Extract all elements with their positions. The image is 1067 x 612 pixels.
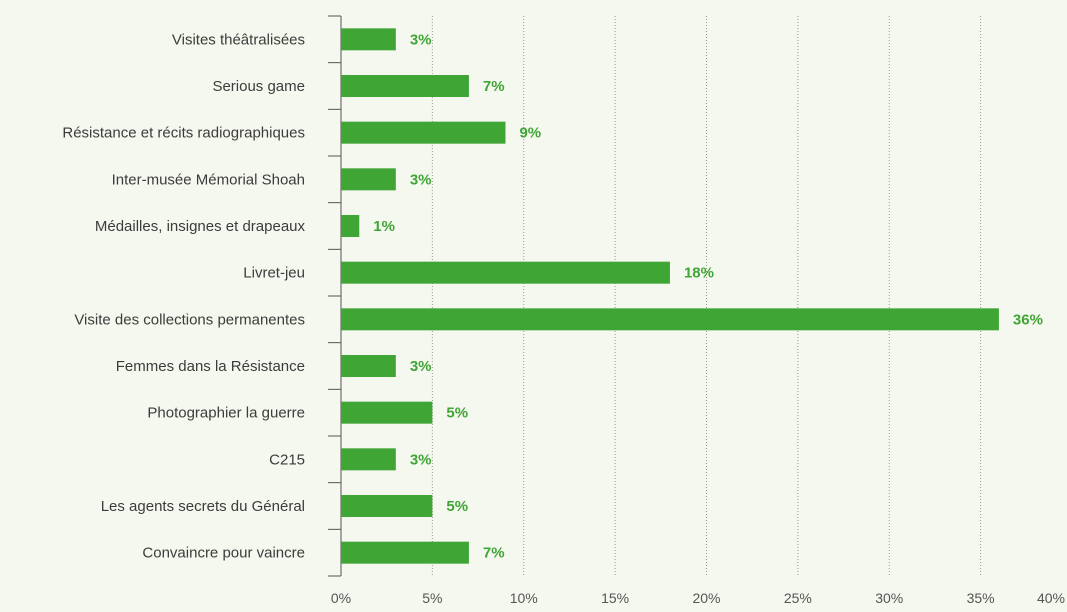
data-label: 18%	[684, 265, 714, 282]
bar	[341, 75, 469, 97]
x-tick-label: 25%	[784, 590, 812, 606]
data-label: 36%	[1013, 311, 1043, 328]
category-label: Photographier la guerre	[147, 405, 305, 422]
data-label: 5%	[446, 405, 468, 422]
bar	[341, 308, 999, 331]
category-label: Convaincre pour vaincre	[142, 545, 305, 562]
x-tick-label: 15%	[601, 590, 629, 606]
x-tick-label: 0%	[331, 590, 351, 606]
bar	[341, 495, 433, 517]
bar	[341, 215, 360, 237]
bar	[341, 121, 506, 144]
category-label: Femmes dans la Résistance	[116, 358, 305, 375]
category-label: Résistance et récits radiographiques	[62, 125, 305, 142]
data-label: 7%	[483, 78, 505, 95]
category-label: Visites théâtralisées	[172, 31, 305, 48]
category-label: Visite des collections permanentes	[74, 311, 305, 328]
data-label: 9%	[519, 125, 541, 142]
bar	[341, 401, 433, 424]
category-label: Livret-jeu	[243, 265, 305, 282]
data-label: 3%	[410, 31, 432, 48]
x-tick-label: 30%	[875, 590, 903, 606]
bar	[341, 448, 396, 471]
category-label: Serious game	[212, 78, 305, 95]
x-tick-label: 5%	[422, 590, 442, 606]
category-label: Inter-musée Mémorial Shoah	[112, 171, 305, 188]
x-tick-label: 10%	[510, 590, 538, 606]
bar	[341, 261, 670, 284]
data-label: 1%	[373, 218, 395, 235]
x-tick-label: 40%	[1037, 590, 1065, 606]
data-label: 7%	[483, 545, 505, 562]
x-tick-label: 20%	[692, 590, 720, 606]
bar	[341, 355, 396, 377]
data-label: 3%	[410, 171, 432, 188]
category-label: Les agents secrets du Général	[101, 498, 305, 515]
bar	[341, 168, 396, 191]
bar	[341, 541, 469, 564]
data-label: 3%	[410, 358, 432, 375]
x-tick-label: 35%	[967, 590, 995, 606]
bar	[341, 28, 396, 51]
data-label: 3%	[410, 451, 432, 468]
category-label: Médailles, insignes et drapeaux	[95, 218, 306, 235]
data-label: 5%	[446, 498, 468, 515]
category-label: C215	[269, 451, 305, 468]
